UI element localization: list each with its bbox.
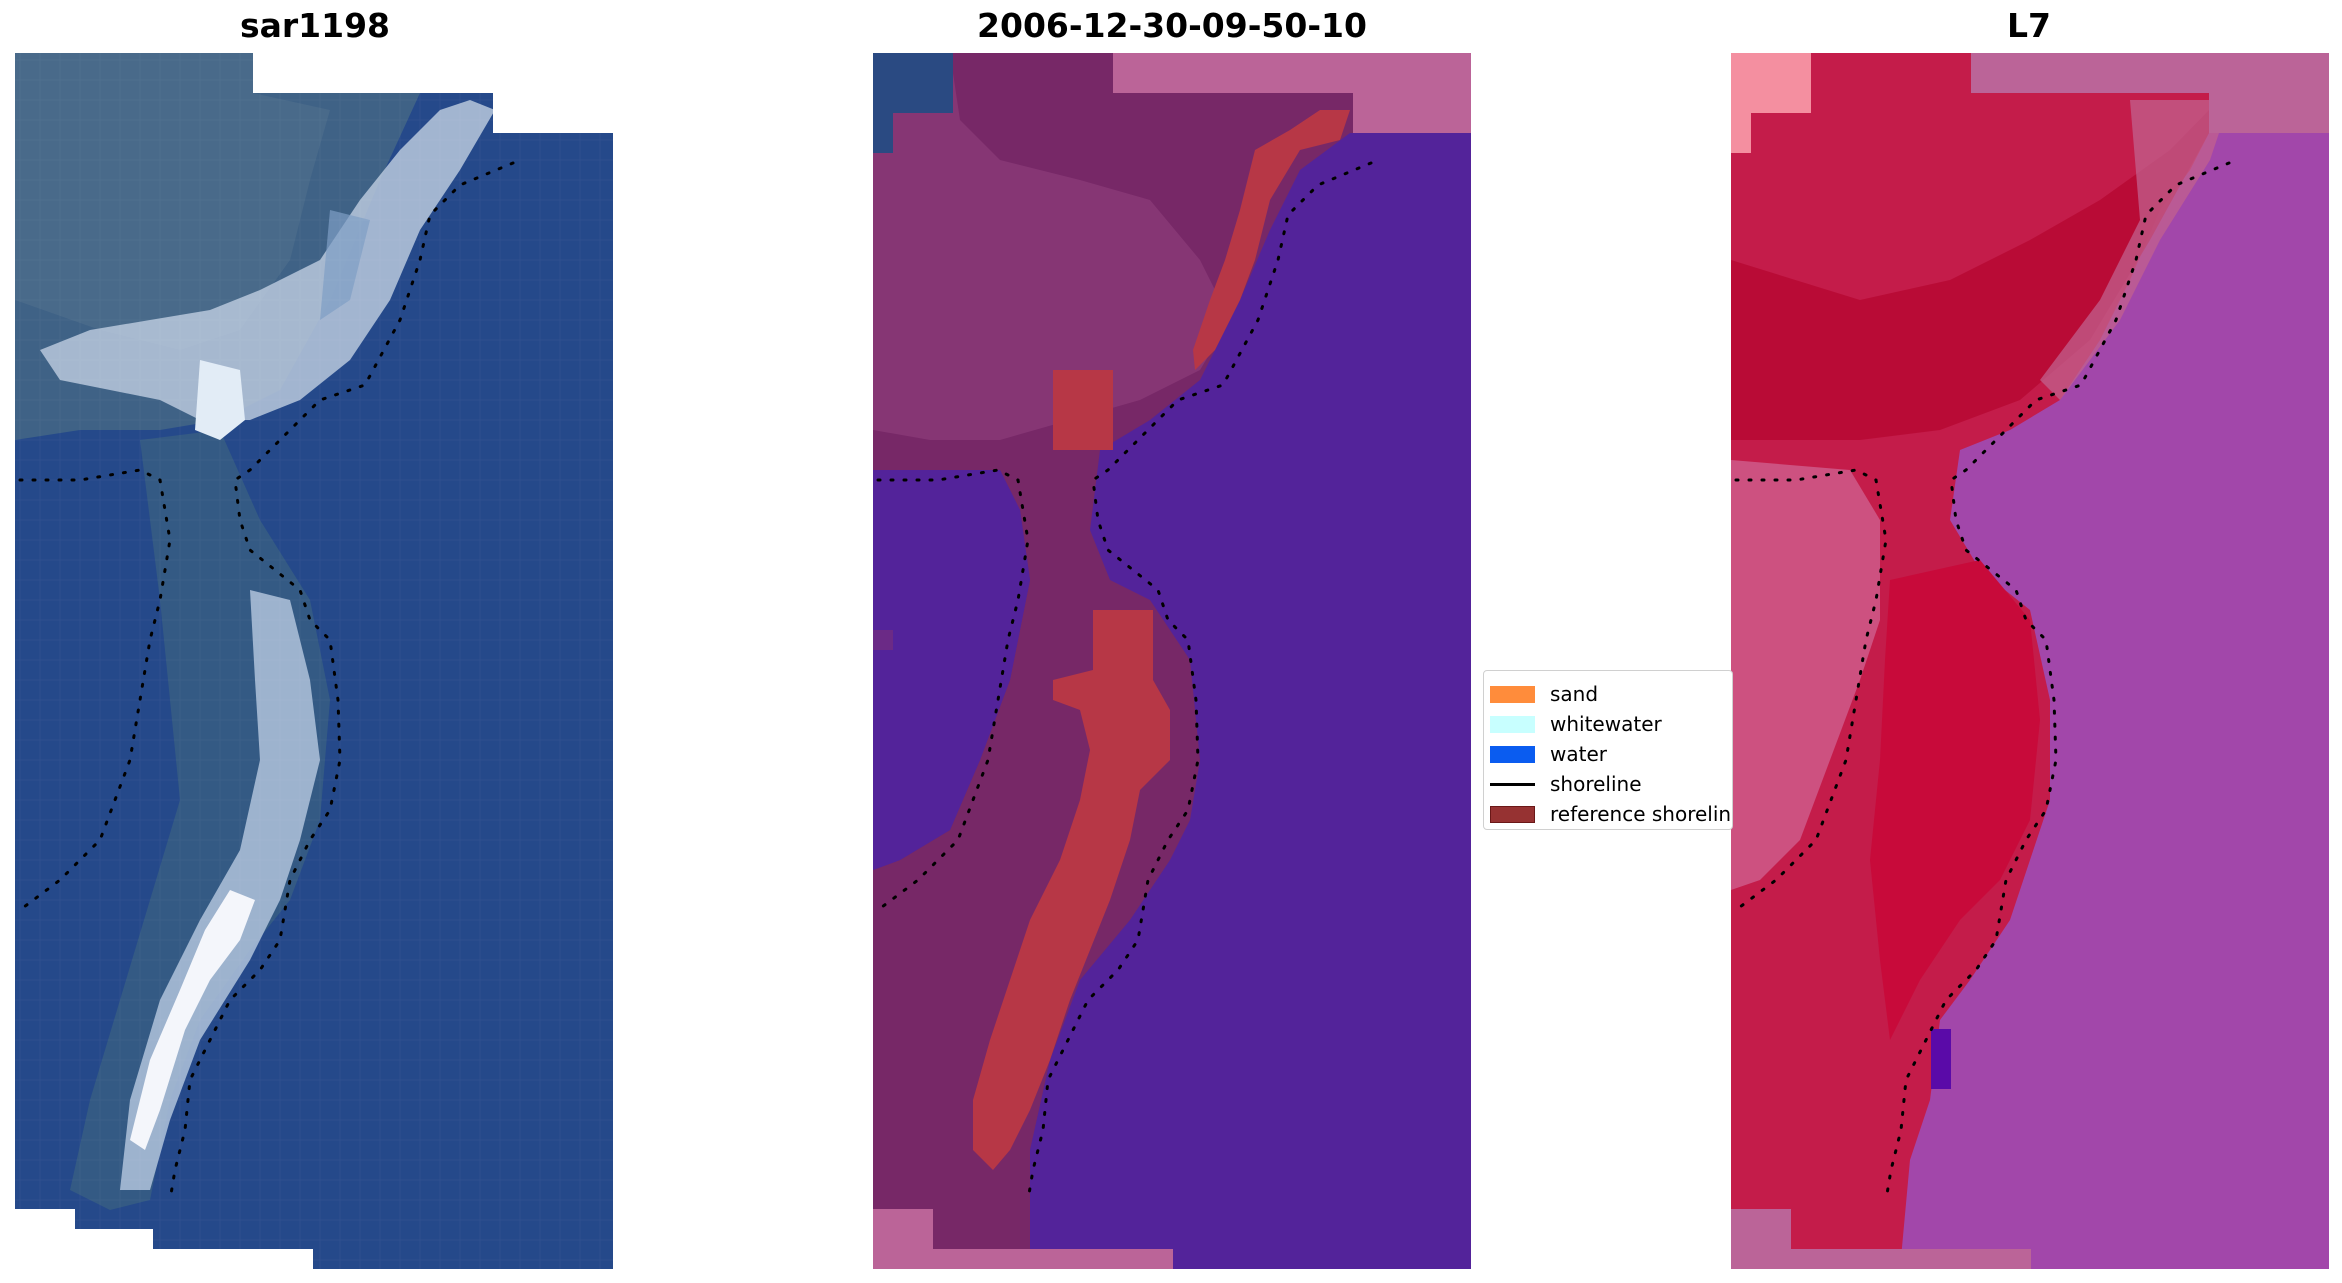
- class-sand-north: [1193, 110, 1350, 370]
- class-land-light: [873, 53, 1230, 440]
- panel-title-ndwi: L7: [2007, 6, 2051, 45]
- ndwi-land-core: [1870, 560, 2040, 1040]
- ndwi-nodata-bottom: [1731, 1209, 2031, 1269]
- legend-swatch-water: [1490, 745, 1535, 763]
- ndwi-land-dark: [1731, 110, 2209, 440]
- class-nodata-corner: [873, 53, 953, 153]
- rgb-nodata-top2: [493, 93, 613, 133]
- ndwi-pink-corner: [1731, 53, 1811, 153]
- legend-swatch-reference-shoreline: [1490, 805, 1535, 823]
- rgb-nodata-bottom: [15, 1209, 313, 1269]
- ndwi-transition: [2040, 100, 2230, 400]
- shoreline-overlays: [18, 161, 2231, 1202]
- legend-swatch-whitewater: [1490, 715, 1535, 733]
- legend: sand whitewater water shoreline referenc…: [1483, 670, 1733, 830]
- class-sand-mid: [1053, 370, 1113, 450]
- legend-label-whitewater: whitewater: [1550, 712, 1662, 736]
- legend-label-reference-shoreline: reference shoreline: [1550, 802, 1733, 826]
- legend-label-water: water: [1550, 742, 1607, 766]
- panel-title-classification: 2006-12-30-09-50-10: [977, 6, 1367, 45]
- ndwi-dark-pixel: [1931, 1029, 1951, 1089]
- legend-item-sand: sand: [1490, 679, 1598, 709]
- ndwi-image: [1731, 53, 2329, 1269]
- shoreline-class-west: [876, 468, 1030, 912]
- legend-label-sand: sand: [1550, 682, 1599, 706]
- ndwi-nodata-top: [1971, 53, 2329, 133]
- classification-image: [873, 53, 1471, 1269]
- class-water-notch: [873, 630, 893, 650]
- class-water-inlet: [873, 470, 1030, 870]
- class-nodata-bottom: [873, 1209, 1173, 1269]
- legend-label-shoreline: shoreline: [1550, 772, 1642, 796]
- legend-item-shoreline: shoreline: [1490, 769, 1642, 799]
- legend-item-water: water: [1490, 739, 1607, 769]
- rgb-image: [15, 53, 613, 1269]
- ndwi-land-pink: [1731, 460, 1880, 890]
- rgb-nodata-top: [253, 53, 613, 93]
- shoreline-ndwi-west: [1734, 468, 1888, 912]
- class-sand-south: [973, 610, 1170, 1170]
- legend-item-whitewater: whitewater: [1490, 709, 1662, 739]
- legend-line-shoreline: [1490, 782, 1535, 786]
- class-nodata-top: [1113, 53, 1471, 133]
- legend-swatch-sand: [1490, 685, 1535, 703]
- shoreline-rgb-west: [18, 468, 172, 912]
- panel-title-rgb: sar1198: [239, 6, 391, 45]
- legend-item-reference-shoreline: reference shoreline: [1490, 799, 1733, 829]
